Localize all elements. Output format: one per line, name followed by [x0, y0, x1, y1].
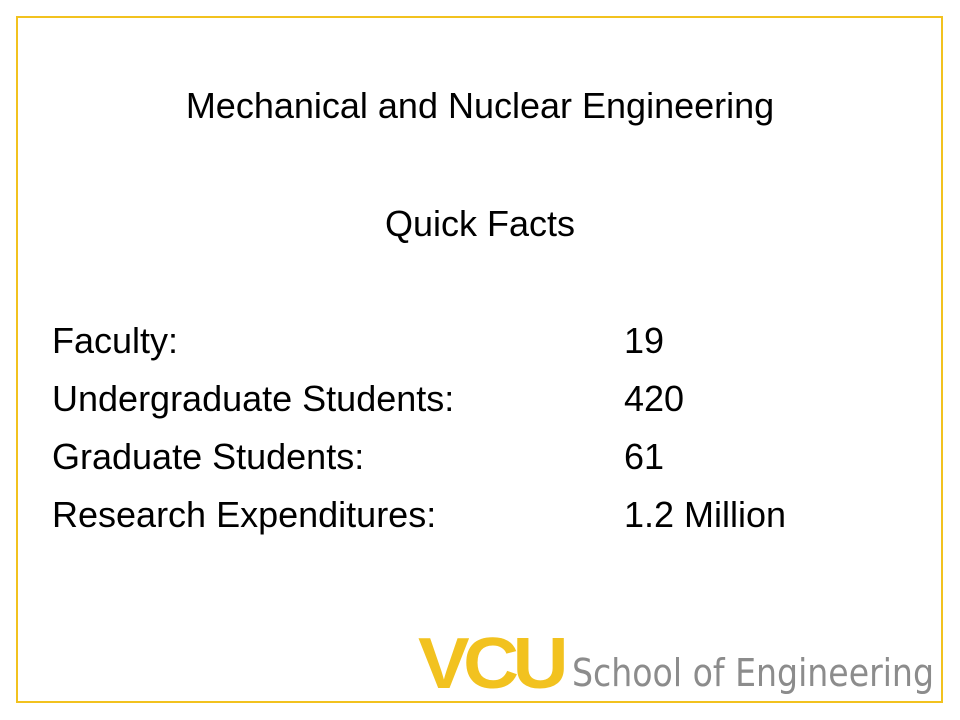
- fact-row-research-expenditures: Research Expenditures: 1.2 Million: [52, 486, 872, 544]
- fact-label: Research Expenditures:: [52, 494, 437, 535]
- school-of-engineering-logo-text: School of Engineering: [572, 651, 934, 695]
- vcu-school-of-engineering-logo: VCU School of Engineering: [418, 628, 934, 698]
- slide-border-frame: [16, 16, 943, 703]
- quick-facts-list: Faculty: 19 Undergraduate Students: 420 …: [52, 312, 872, 544]
- fact-row-faculty: Faculty: 19: [52, 312, 872, 370]
- fact-value: 420: [624, 378, 685, 419]
- vcu-logo-mark: VCU: [418, 628, 564, 698]
- slide-title: Mechanical and Nuclear Engineering: [185, 85, 775, 126]
- slide-subtitle: Quick Facts: [384, 203, 576, 244]
- fact-row-undergraduate-students: Undergraduate Students: 420: [52, 370, 872, 428]
- fact-label: Graduate Students:: [52, 436, 365, 477]
- fact-value: 1.2 Million: [624, 494, 787, 535]
- fact-row-graduate-students: Graduate Students: 61: [52, 428, 872, 486]
- fact-value: 19: [624, 320, 665, 361]
- fact-label: Faculty:: [52, 320, 179, 361]
- fact-label: Undergraduate Students:: [52, 378, 455, 419]
- fact-value: 61: [624, 436, 665, 477]
